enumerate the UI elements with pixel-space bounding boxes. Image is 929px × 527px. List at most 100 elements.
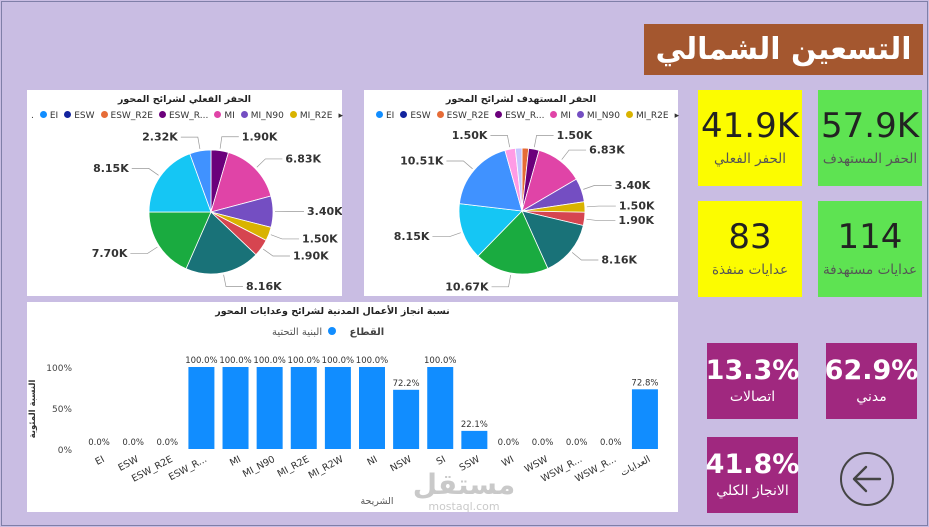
bar-9[interactable] [393,389,420,449]
bar-11[interactable] [461,430,488,449]
x-tick-label: SI [435,454,448,468]
pie-actual-panel[interactable]: الحفر الفعلي لشرائح المحور . EI ESW ESW_R2E… [27,90,343,297]
x-tick-label: ESW_R... [167,454,209,483]
bar-chart[interactable]: 0%50%100%النسبة المئوية0.0%EI0.0%ESW0.0%… [27,337,678,512]
pie-slice-ni[interactable] [185,211,257,275]
kpi-telecom: 13.3% اتصالات [705,343,800,419]
bar-chart-title: نسبة انجاز الأعمال المدنية لشرائح وعدايا… [215,306,450,317]
x-tick-label: MI_R2W [307,454,346,482]
pie-slice-si[interactable] [458,203,523,257]
bar-3[interactable] [188,367,215,449]
pie-slice-si[interactable] [148,153,212,213]
kpi-label: الحفر الفعلي [713,150,787,167]
bar-4[interactable] [222,367,249,449]
pie-leader-line [490,135,511,148]
legend-item: MI [550,111,571,121]
bar-data-label: 100.0% [356,356,388,366]
pie-data-label: 1.90K [293,250,329,263]
pie-data-label: 8.16K [601,254,637,267]
legend-item: MI [214,111,235,121]
pie-slice-mi[interactable] [210,152,272,213]
pie-actual-legend: . EI ESW ESW_R2E ESW_R... MI MI_N90 MI_R2E ▸ [31,111,349,121]
pie-data-label: 1.50K [557,129,593,142]
pie-slice-ssw[interactable] [189,149,212,213]
pie-actual-chart[interactable]: 1.90K 6.83K 3.40K 1.50K 1.90K 8.16K 7.70K 8.15K… [27,122,342,297]
y-tick-label: 50% [52,405,72,415]
pie-data-label: 8.16K [246,280,282,293]
pie-data-label: 3.40K [307,205,342,218]
pie-data-label: 3.40K [615,179,651,192]
legend-item: MI_R2E [289,111,332,121]
bar-data-label: 100.0% [185,356,217,366]
pie-leader-line [223,274,243,287]
legend-next-icon[interactable]: ▸ [338,111,343,121]
legend-item: EI [39,111,58,121]
kpi-value: 62.9% [824,354,919,386]
legend-item: ESW_R2E [100,111,153,121]
pie-leader-line [491,274,511,288]
pie-data-label: 1.90K [618,214,654,227]
bar-data-label: 100.0% [219,356,251,366]
kpi-value: 57.9K [821,106,919,147]
bar-data-label: 0.0% [122,438,144,448]
bar-16[interactable] [631,389,658,449]
kpi-civil: 62.9% مدني [824,343,919,419]
pie-leader-line [432,232,461,238]
back-arrow-button[interactable] [840,452,894,506]
kpi-executed-counters: 83 عدايات منفذة [698,201,802,297]
y-axis-label: النسبة المئوية [28,380,38,439]
pie-leader-line [583,185,612,190]
pie-data-label: 1.90K [242,130,278,143]
bar-data-label: 100.0% [424,356,456,366]
pie-slice-ssw[interactable] [458,149,523,212]
bar-data-label: 0.0% [600,438,622,448]
pie-leader-line [533,135,554,148]
legend-item: MI_R2E [625,111,669,121]
bar-6[interactable] [290,367,317,449]
x-tick-label: NI [365,454,379,468]
x-tick-label: WI [500,454,516,469]
bar-data-label: 100.0% [322,356,354,366]
kpi-label: عدايات مستهدفة [822,261,918,278]
pie-target-panel[interactable]: الحفر المستهدف لشرائح المحور EI ESW ESW_R2… [364,90,680,297]
bar-chart-panel[interactable]: نسبة انجاز الأعمال المدنية لشرائح وعدايا… [27,302,678,512]
pie-slice-nsw[interactable] [477,210,549,275]
pie-leader-line [262,248,290,257]
kpi-value: 114 [837,217,903,258]
pie-data-label: 1.50K [619,200,655,213]
pie-data-label: 6.83K [285,152,321,165]
legend-item: ESW_R2E [436,111,489,121]
pie-actual-title: الحفر الفعلي لشرائح المحور [117,94,252,105]
legend-next-icon[interactable]: ▸ [674,111,680,121]
pie-slice-ni[interactable] [521,210,584,269]
kpi-label: عدايات منفذة [711,261,789,278]
legend-item: EI [376,111,394,121]
pie-leader-line [256,158,283,168]
kpi-value: 13.3% [705,354,800,386]
watermark-main: مستقل [412,468,516,501]
pie-data-label: 1.50K [302,232,338,245]
legend-item: ESW [400,111,431,121]
pie-target-chart[interactable]: 1.50K6.83K3.40K1.50K1.90K8.16K10.67K8.15… [364,122,678,297]
kpi-label: الحفر المستهدف [822,150,918,167]
pie-slice-wsw[interactable] [514,147,523,212]
legend-item: MI_N90 [240,111,284,121]
pie-leader-line [446,160,473,170]
legend-item: MI_N90 [576,111,620,121]
pie-data-label: 8.15K [93,162,129,175]
pie-leader-line [131,168,159,176]
kpi-actual-excavation: 41.9K الحفر الفعلي [698,90,802,186]
pie-leader-line [219,136,239,149]
x-tick-label: EI [94,454,107,468]
bar-5[interactable] [256,367,283,449]
page-title: التسعين الشمالي [644,24,923,75]
bar-10[interactable] [427,367,454,449]
y-tick-label: 100% [46,364,72,374]
pie-slice-nsw[interactable] [148,211,212,270]
x-tick-label: MI [228,454,243,469]
arrow-left-icon [852,465,882,493]
legend-item: ESW_R... [159,111,208,121]
x-tick-label: MI_R2E [276,454,312,480]
bar-8[interactable] [359,367,385,449]
bar-7[interactable] [324,367,351,449]
